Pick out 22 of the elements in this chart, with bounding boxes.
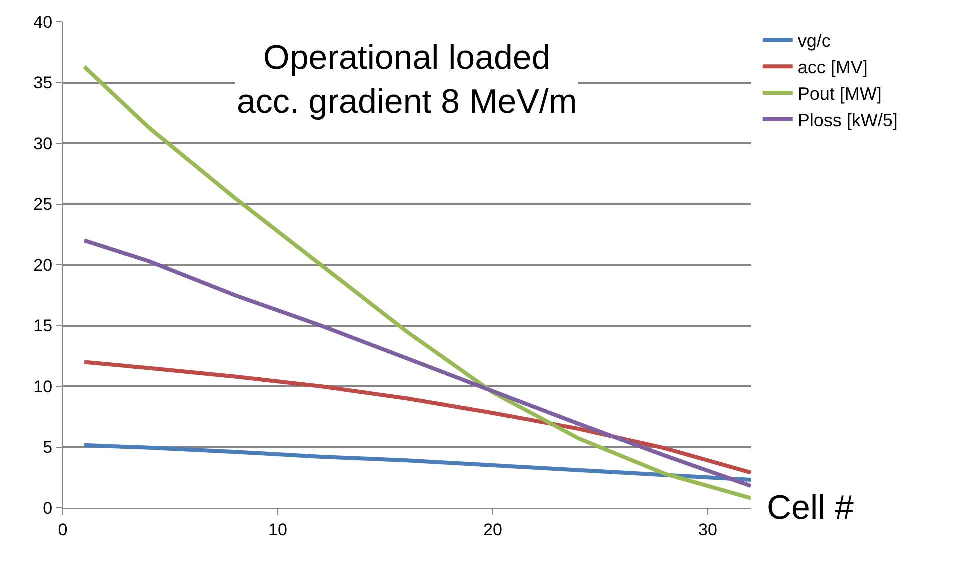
line-series [82,443,751,482]
line-series [82,360,751,475]
x-tick-label: 0 [58,520,68,540]
legend-label: Pout [MW] [798,84,882,104]
y-tick-label: 40 [34,12,53,32]
y-tick-label: 35 [34,74,53,93]
x-tick-label: 10 [268,520,288,540]
y-tick-label: 30 [34,134,53,154]
y-tick-label: 5 [43,438,53,458]
y-tick-label: 10 [34,377,53,396]
y-tick-label: 15 [34,316,53,336]
line-series [82,238,751,488]
x-tick-label: 30 [698,520,718,540]
x-tick-label: 20 [484,520,502,540]
legend-label: acc [MV] [798,58,868,78]
legend-label: Ploss [kW/5] [798,110,898,130]
legend-label: vg/c [798,31,831,52]
x-axis-title: Cell # [767,489,854,527]
text: Operational loaded acc. gradient 8 MeV/m [237,39,578,122]
y-tick-label: 20 [34,256,53,275]
y-tick-label: 0 [43,498,53,518]
y-tick-label: 25 [34,195,53,214]
